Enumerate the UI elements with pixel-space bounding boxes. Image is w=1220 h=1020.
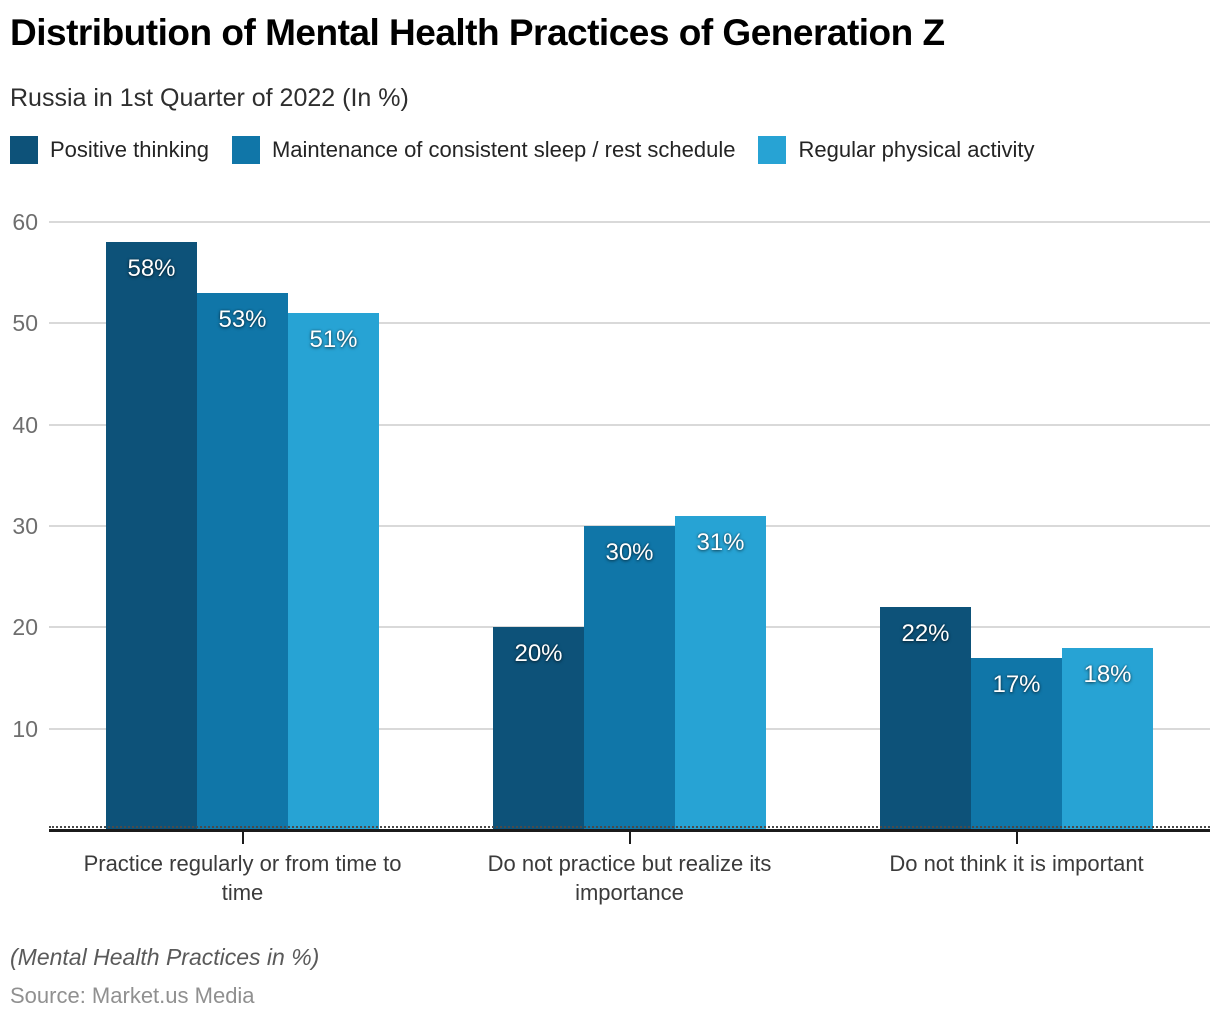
x-axis-tick	[241, 832, 244, 844]
bar-value-label: 58%	[127, 255, 176, 283]
legend-item: Maintenance of consistent sleep / rest s…	[231, 136, 736, 164]
bar-value-label: 20%	[514, 640, 563, 668]
legend-label: Positive thinking	[50, 137, 209, 162]
bar: 17%	[971, 657, 1062, 830]
category-label-text: Do not think it is important	[889, 851, 1144, 876]
y-tick-label: 10	[12, 715, 38, 742]
bar-value-label: 22%	[901, 620, 950, 648]
category-label: Do not practice but realize its importan…	[436, 849, 823, 907]
legend-label: Regular physical activity	[798, 137, 1035, 162]
legend-item: Positive thinking	[10, 136, 209, 164]
x-axis-labels: Practice regularly or from time to time D…	[49, 849, 1210, 939]
category-label-text: Practice regularly or from time to time	[83, 851, 402, 905]
bar-value-label: 51%	[309, 326, 358, 354]
bar: 53%	[197, 292, 288, 830]
gridline	[49, 322, 1210, 325]
bar-value-label: 31%	[696, 528, 745, 556]
x-axis-tick	[1015, 832, 1018, 844]
y-tick-label: 50	[12, 310, 38, 337]
bar: 22%	[880, 607, 971, 830]
bar: 51%	[288, 313, 379, 830]
plot-area: 58% 53% 51% 20% 30% 31% 22% 17% 18%	[49, 221, 1210, 844]
chart-subtitle: Russia in 1st Quarter of 2022 (In %)	[10, 84, 409, 112]
bar-value-label: 30%	[605, 539, 654, 566]
source-credit: Source: Market.us Media	[10, 983, 255, 1008]
chart-title: Distribution of Mental Health Practices …	[10, 12, 945, 53]
category-label: Do not think it is important	[823, 849, 1210, 878]
legend-swatch-icon	[10, 136, 38, 164]
bar-value-label: 17%	[992, 670, 1041, 698]
legend-item: Regular physical activity	[758, 136, 1034, 164]
legend-swatch-icon	[231, 136, 260, 164]
y-tick-label: 40	[12, 411, 38, 438]
x-axis-dotted-edge	[49, 826, 1210, 828]
bar: 18%	[1062, 647, 1153, 830]
x-axis-line	[49, 829, 1210, 832]
bar-value-label: 53%	[218, 305, 267, 333]
y-tick-label: 20	[12, 614, 38, 641]
y-tick-label: 60	[12, 209, 38, 235]
category-label: Practice regularly or from time to time	[49, 849, 436, 907]
legend-label: Maintenance of consistent sleep / rest s…	[271, 137, 736, 162]
legend: Positive thinking Maintenance of consiste…	[10, 136, 1034, 164]
gridline	[49, 221, 1210, 223]
x-axis-tick	[628, 832, 631, 844]
bar: 31%	[675, 515, 766, 830]
bar: 58%	[106, 242, 197, 830]
bar: 20%	[493, 627, 584, 830]
bar-value-label: 18%	[1083, 660, 1132, 688]
gridline	[49, 423, 1210, 426]
footnote: (Mental Health Practices in %)	[10, 944, 320, 970]
bar: 30%	[584, 526, 675, 830]
category-label-text: Do not practice but realize its importan…	[487, 851, 772, 905]
y-tick-label: 30	[12, 513, 38, 539]
legend-swatch-icon	[758, 136, 787, 164]
